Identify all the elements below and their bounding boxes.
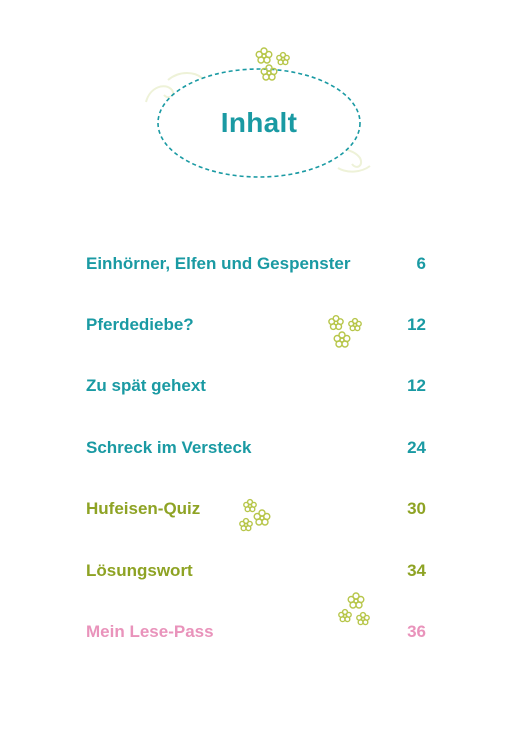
flower-cluster-icon [338, 592, 370, 626]
toc-entry[interactable]: Lösungswort 34 [86, 557, 426, 585]
toc-entry[interactable]: Einhörner, Elfen und Gespenster 6 [86, 250, 426, 278]
toc-entry-page: 12 [407, 376, 426, 395]
flower-cluster-icon [255, 47, 290, 81]
toc-entry[interactable]: Schreck im Versteck 24 [86, 434, 426, 462]
toc-entry-label: Mein Lese-Pass [86, 622, 214, 641]
flower-cluster-icon [328, 314, 362, 348]
toc-entry[interactable]: Pferdediebe? 12 [86, 311, 426, 339]
toc-entry-page: 24 [407, 438, 426, 457]
toc-entry[interactable]: Hufeisen-Quiz 30 [86, 495, 426, 523]
swirl-icon [145, 72, 203, 103]
toc-entry-page: 30 [407, 499, 426, 518]
flower-cluster-icon [239, 498, 271, 532]
toc-entry[interactable]: Zu spät gehext 12 [86, 372, 426, 400]
toc-entry-label: Hufeisen-Quiz [86, 499, 201, 518]
toc-entry-page: 36 [407, 622, 426, 641]
toc-entry-label: Schreck im Versteck [86, 438, 252, 457]
toc-entry-label: Pferdediebe? [86, 315, 194, 334]
toc-entry-label: Zu spät gehext [86, 376, 206, 395]
page-title: Inhalt [220, 107, 298, 138]
title-oval: Inhalt [156, 66, 362, 180]
toc-entry-page: 12 [407, 315, 426, 334]
toc-entry[interactable]: Mein Lese-Pass 36 [86, 618, 426, 646]
toc-entry-page: 34 [407, 561, 426, 580]
toc-entry-label: Lösungswort [86, 561, 193, 580]
toc-entry-label: Einhörner, Elfen und Gespenster [86, 254, 351, 273]
toc-entry-page: 6 [416, 254, 426, 273]
